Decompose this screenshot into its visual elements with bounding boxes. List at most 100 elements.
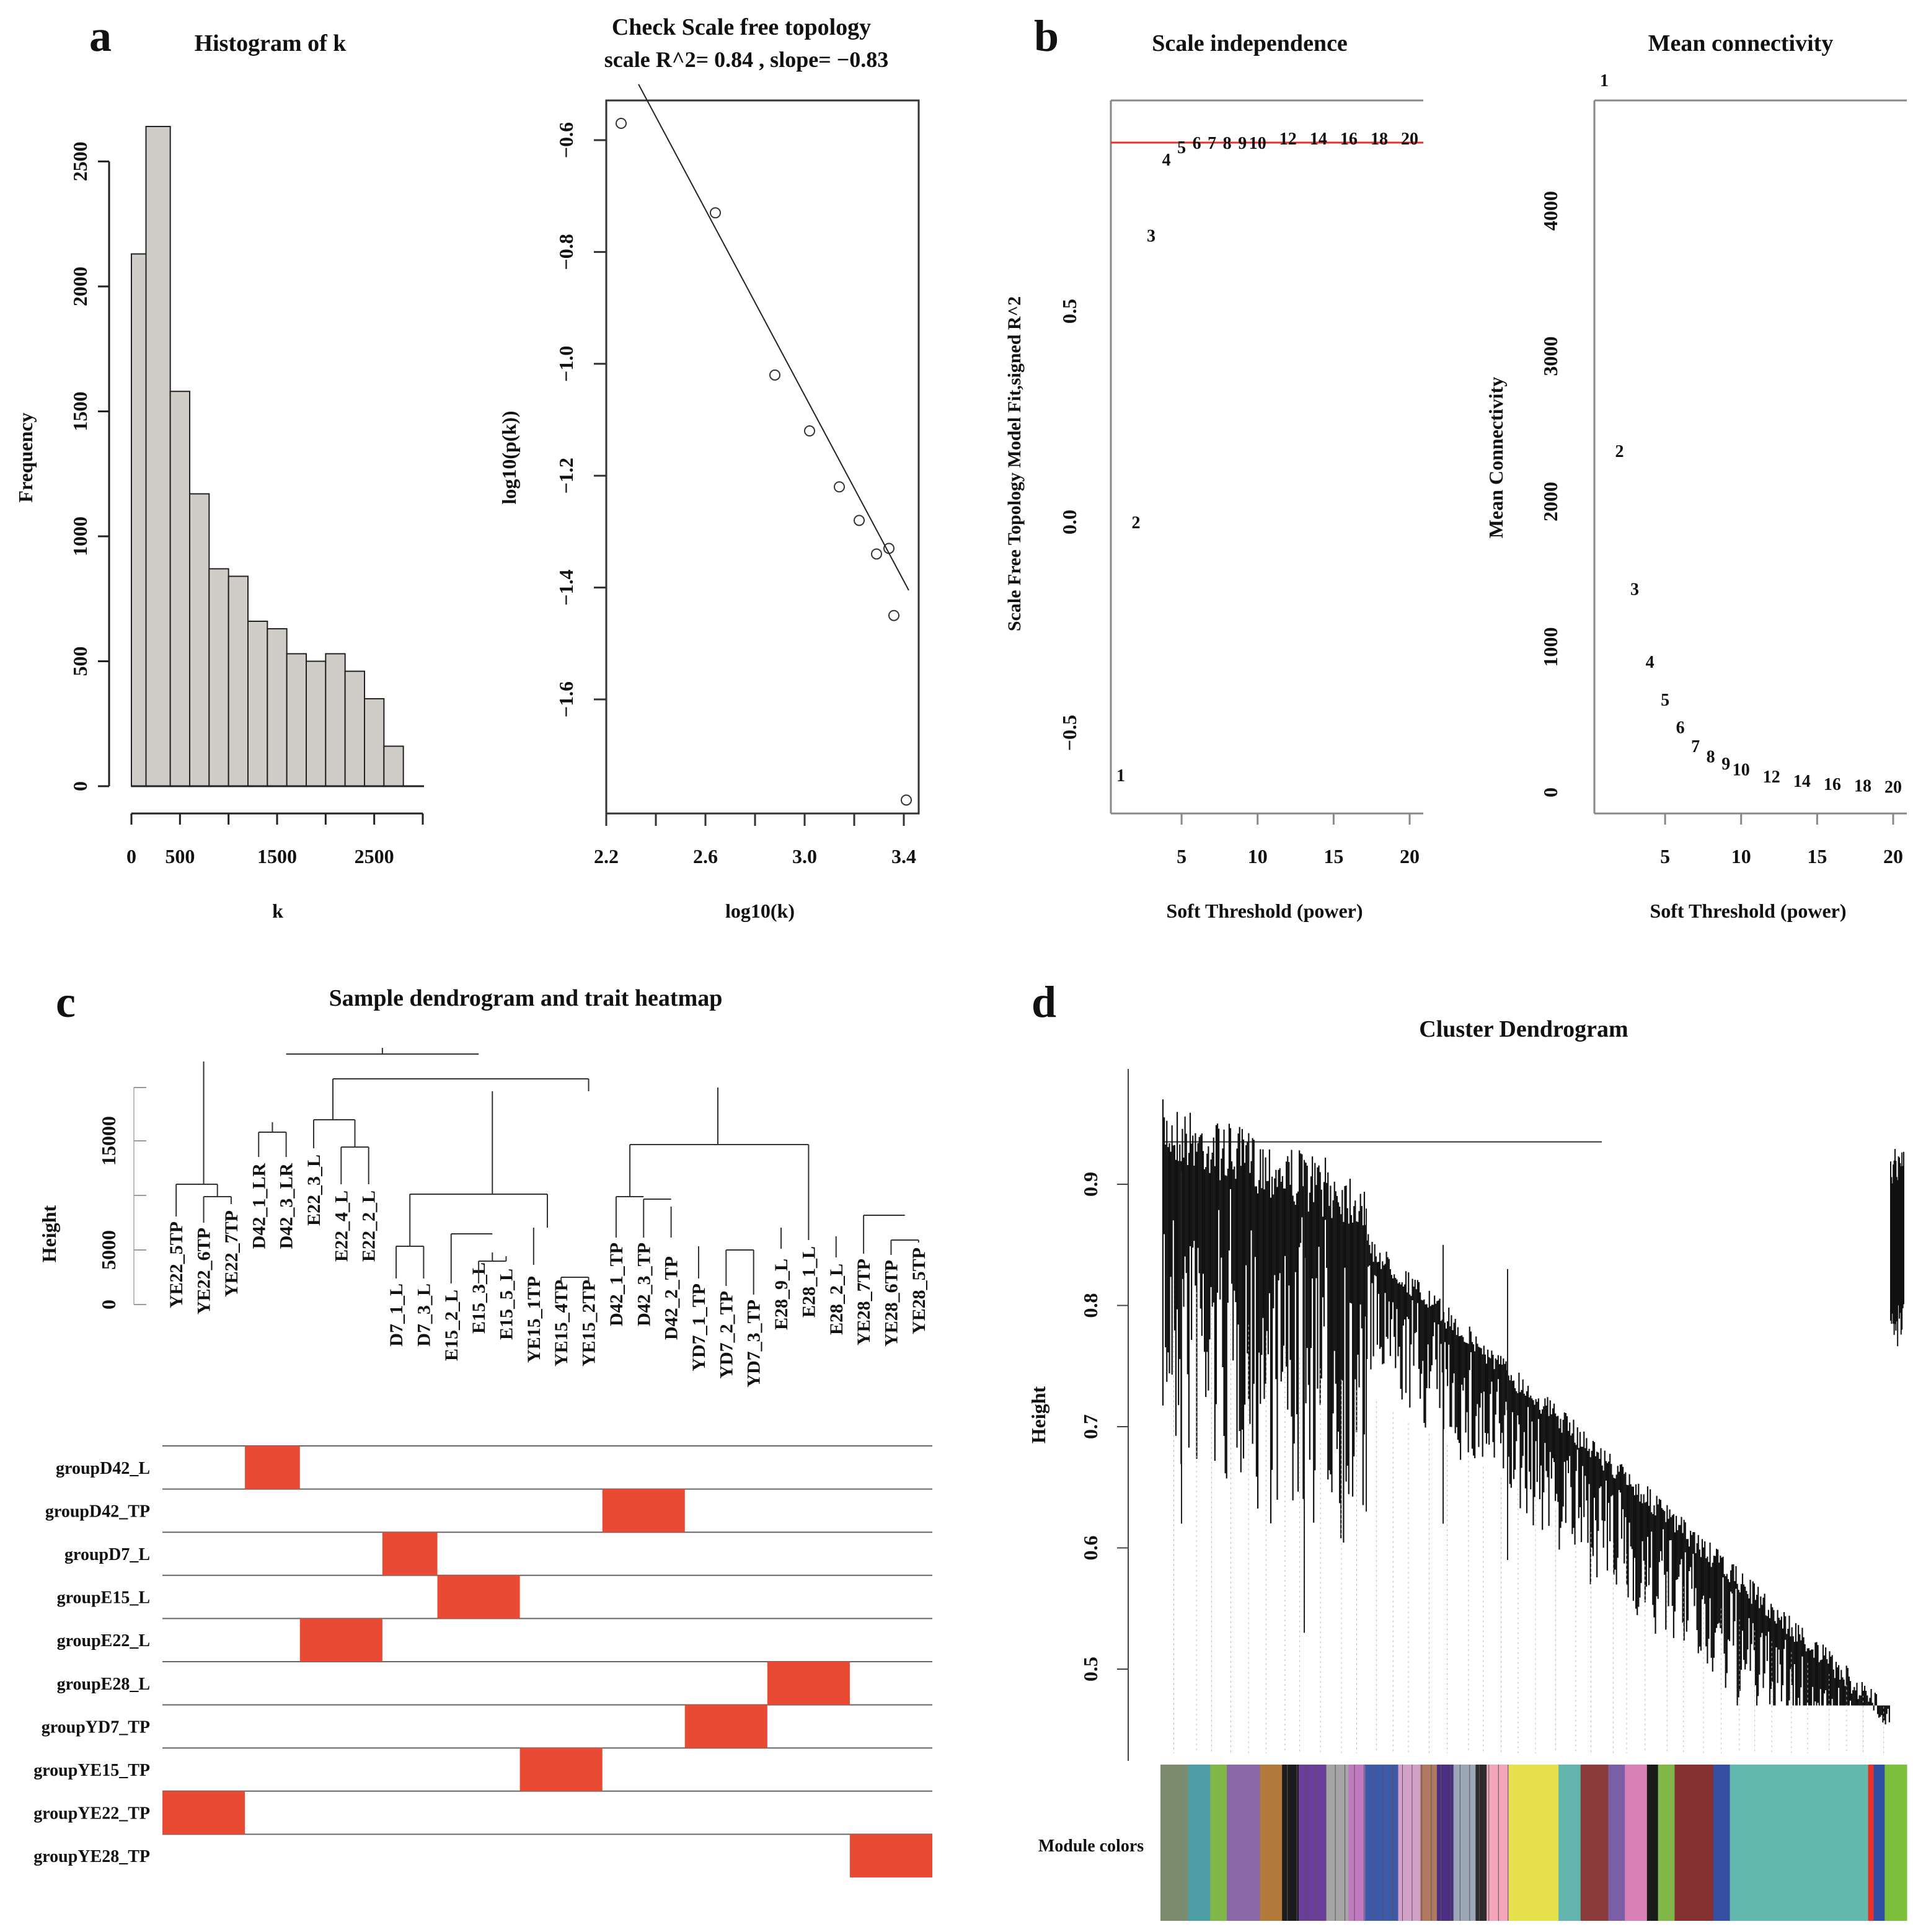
module-color-block (1453, 1765, 1476, 1921)
mean-connectivity-x-tick-label: 20 (1883, 845, 1903, 867)
histogram-bar (189, 493, 210, 787)
scale-independence-point-label: 2 (1132, 513, 1141, 533)
scale-independence-x-tick-label: 15 (1323, 845, 1343, 867)
trait-row-label: groupYD7_TP (42, 1717, 150, 1737)
module-color-block (1260, 1765, 1283, 1921)
scale-independence-y-tick-label: 0.5 (1058, 299, 1080, 324)
mean-connectivity-y-tick-label: 2000 (1539, 482, 1562, 521)
module-color-block (1420, 1765, 1438, 1921)
histogram-x-tick-label: 0 (126, 845, 136, 867)
histogram-x-label: k (272, 900, 283, 922)
mean-connectivity-point-label: 12 (1763, 768, 1780, 787)
module-color-block (1625, 1765, 1648, 1921)
histogram-bar (325, 653, 346, 787)
module-color-block (1646, 1765, 1659, 1921)
module-color-block (1508, 1765, 1559, 1921)
mean-connectivity-point-label: 4 (1646, 653, 1655, 672)
sample-label: YD7_2_TP (716, 1291, 736, 1379)
scale-independence-point-label: 10 (1249, 134, 1266, 153)
scale-independence-x-tick-label: 5 (1177, 845, 1186, 867)
histogram-y-label: Frequency (14, 412, 37, 502)
histogram-bar (383, 745, 404, 787)
mean-connectivity-point-label: 10 (1733, 760, 1750, 779)
mean-connectivity-point-label: 3 (1630, 580, 1639, 600)
module-color-block (1210, 1765, 1227, 1921)
scale-free-title: Check Scale free topology (612, 14, 871, 40)
histogram-bar (306, 660, 327, 787)
cluster-dendrogram-chart: Cluster Dendrogram Height Module colors … (1027, 1016, 1907, 1921)
scale-free-fit-line (638, 84, 909, 591)
sample-label: E28_2_L (826, 1264, 847, 1335)
histogram-chart: Histogram of k k Frequency 0 500 1500 2500 0… (14, 30, 424, 922)
mean-connectivity-point-label: 16 (1824, 775, 1841, 794)
trait-cell-groupD42_TP (602, 1489, 685, 1533)
sample-label: E28_9_L (771, 1259, 792, 1330)
scale-independence-point-label: 20 (1401, 130, 1418, 149)
scale-independence-x-tick-label: 10 (1248, 845, 1268, 867)
histogram-bar (286, 653, 307, 787)
scale-independence-y-label: Scale Free Topology Model Fit,signed R^2 (1004, 296, 1025, 631)
sample-label: D42_3_TP (634, 1243, 654, 1326)
scale-independence-point-label: 8 (1223, 134, 1232, 153)
histogram-bar (169, 391, 190, 787)
mean-connectivity-point-label: 6 (1676, 718, 1685, 737)
scale-free-y-tick-label: −0.8 (555, 234, 577, 270)
cluster-dendrogram-y-tick-label: 0.7 (1079, 1414, 1102, 1439)
scale-free-y-tick-label: −1.2 (555, 458, 577, 494)
trait-row-label: groupE28_L (57, 1675, 150, 1694)
trait-cell-groupE22_L (299, 1618, 382, 1662)
sample-dendrogram-y-tick-label: 5000 (97, 1230, 120, 1270)
panel-label-a: a (89, 11, 112, 61)
histogram-title: Histogram of k (195, 30, 347, 56)
scale-free-x-label: log10(k) (725, 900, 795, 922)
trait-row-label: groupD42_TP (45, 1502, 150, 1521)
module-color-block (1282, 1765, 1299, 1921)
sample-label: D7_3_L (413, 1283, 434, 1347)
module-color-block (1868, 1765, 1874, 1921)
sample-label: D42_3_LR (276, 1163, 297, 1249)
mean-connectivity-point-label: 20 (1884, 778, 1902, 797)
scale-free-y-label: log10(p(k)) (498, 410, 520, 504)
scale-independence-y-tick-label: 0.0 (1058, 510, 1080, 534)
module-color-block (1713, 1765, 1731, 1921)
sample-label: YE22_6TP (194, 1228, 214, 1314)
scale-independence-point-label: 12 (1279, 130, 1297, 149)
sample-label: YE28_5TP (909, 1247, 929, 1334)
sample-dendrogram-title: Sample dendrogram and trait heatmap (329, 985, 723, 1011)
mean-connectivity-point-label: 7 (1691, 737, 1700, 756)
scale-independence-chart: Scale independence Soft Threshold (power… (1004, 30, 1423, 922)
sample-label: YE15_2TP (579, 1280, 599, 1367)
trait-cell-groupE28_L (767, 1662, 850, 1705)
module-color-block (1608, 1765, 1625, 1921)
trait-row-label: groupE15_L (57, 1589, 150, 1608)
module-color-block (1436, 1765, 1454, 1921)
scale-free-y-tick-label: −1.0 (555, 346, 577, 382)
histogram-bar (145, 126, 171, 787)
scale-free-point (854, 515, 865, 526)
scale-free-y-tick-label: −1.4 (555, 569, 577, 605)
scale-free-x-tick-label: 2.2 (594, 845, 619, 867)
cluster-dendrogram-y-tick-label: 0.9 (1079, 1172, 1102, 1197)
module-color-block (1298, 1765, 1327, 1921)
panel-label-c: c (56, 977, 76, 1027)
module-color-block (1160, 1765, 1189, 1921)
sample-dendrogram-chart: Sample dendrogram and trait heatmap Heig… (33, 985, 932, 1877)
mean-connectivity-point-label: 1 (1600, 71, 1609, 91)
mean-connectivity-x-tick-label: 15 (1807, 845, 1827, 867)
mean-connectivity-y-tick-label: 0 (1539, 787, 1562, 797)
cluster-dendrogram-y-label: Height (1027, 1386, 1049, 1443)
trait-cell-groupYE15_TP (519, 1748, 603, 1791)
sample-label: YD7_3_TP (744, 1300, 764, 1388)
scale-independence-y-tick-label: −0.5 (1058, 715, 1080, 751)
cluster-dendrogram-y-tick-label: 0.8 (1079, 1293, 1102, 1318)
histogram-y-tick-label: 500 (69, 646, 91, 676)
scale-free-x-tick-label: 2.6 (693, 845, 718, 867)
scale-independence-point-label: 18 (1371, 130, 1388, 149)
scale-independence-point-label: 14 (1310, 130, 1327, 149)
sample-label: YD7_1_TP (689, 1283, 709, 1371)
trait-cell-groupD7_L (382, 1532, 438, 1575)
trait-row-label: groupYE22_TP (33, 1804, 150, 1823)
histogram-x-tick-label: 1500 (257, 845, 297, 867)
scale-free-y-tick-label: −1.6 (555, 681, 577, 717)
